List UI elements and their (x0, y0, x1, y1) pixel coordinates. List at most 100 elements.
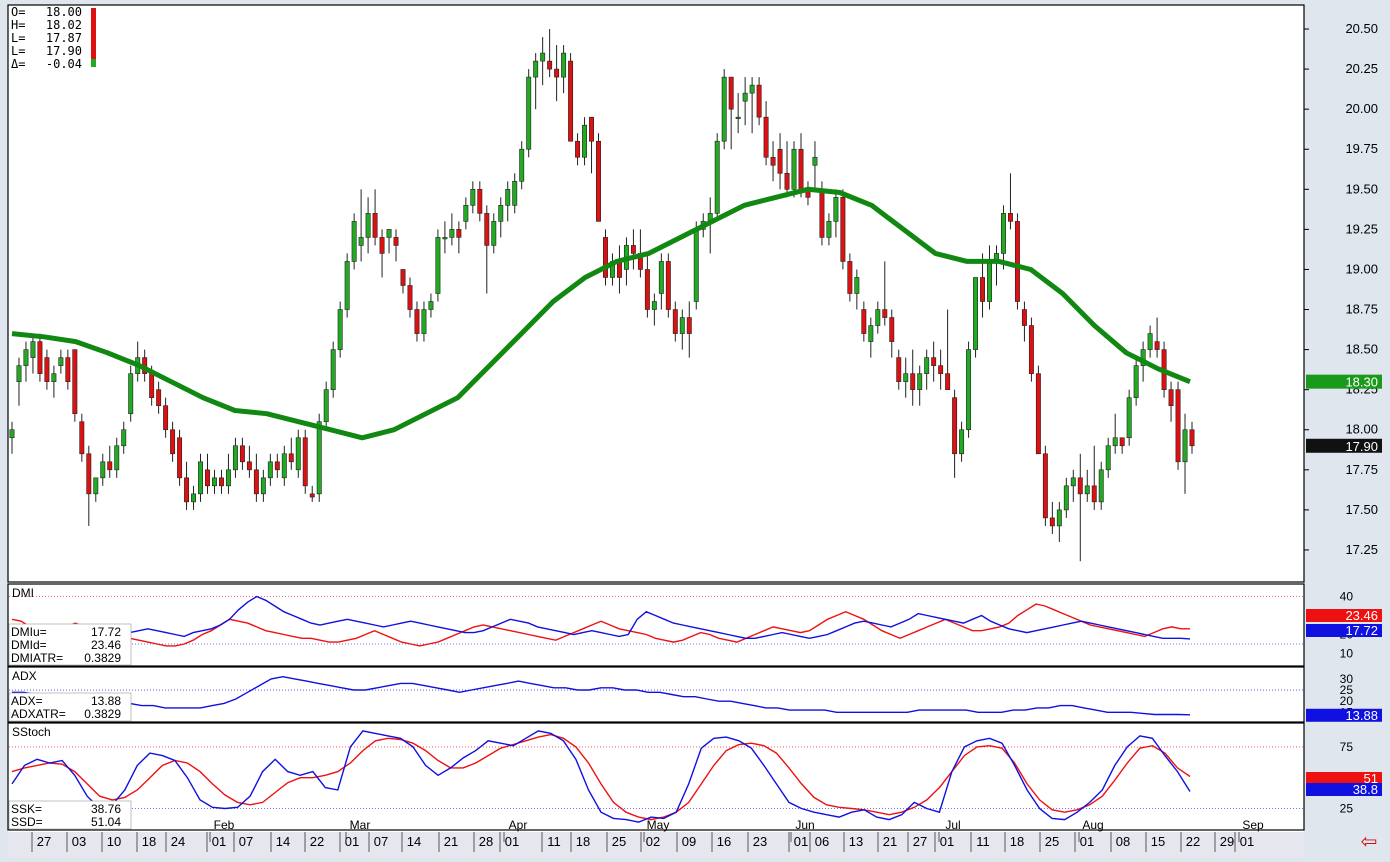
candle-body (868, 325, 874, 342)
candle-body (1042, 453, 1048, 519)
candle-body (966, 349, 972, 431)
indicator-value-badge-text: 23.46 (1345, 608, 1378, 623)
candle-body (658, 261, 664, 294)
candle-body (973, 277, 979, 350)
price-tick-label: 17.50 (1345, 502, 1378, 517)
candle-body (239, 445, 245, 463)
candle-body (554, 68, 560, 78)
candle-body (121, 429, 127, 447)
price-tick-label: 19.75 (1345, 141, 1378, 156)
candle-body (344, 261, 350, 310)
indicator-tick-label: 40 (1340, 590, 1354, 604)
x-month-label: Mar (350, 818, 371, 832)
x-day-label: 21 (444, 834, 458, 849)
candle-body (791, 148, 797, 190)
x-month-label: May (647, 818, 670, 832)
candle-body (938, 365, 944, 374)
x-day-label: 21 (883, 834, 897, 849)
candle-body (1014, 221, 1020, 302)
candle-body (798, 148, 804, 190)
candle-body (219, 477, 224, 487)
candle-body (1007, 213, 1013, 222)
candle-body (491, 221, 497, 246)
candle-body (833, 197, 839, 222)
candle-body (763, 116, 769, 158)
indicator-series-line (11, 730, 1191, 823)
price-tick-label: 20.25 (1345, 61, 1378, 76)
indicator-value-badge-text: 51 (1364, 771, 1378, 786)
candle-body (693, 229, 699, 302)
plot-area (8, 5, 1304, 832)
candle-body (1077, 477, 1083, 495)
price-tick-label: 20.00 (1345, 101, 1378, 116)
price-tick-label: 19.25 (1345, 221, 1378, 236)
indicator-readout-label: SSD= (11, 815, 43, 829)
ohlc-label: H= (11, 18, 25, 32)
ma-value-badge (1306, 374, 1382, 389)
candle-body (414, 309, 420, 334)
candle-body (952, 397, 958, 455)
candle-body (533, 60, 539, 78)
x-day-label: 18 (1010, 834, 1024, 849)
candle-body (44, 357, 50, 382)
candle-body (260, 477, 266, 495)
candle-body (1001, 213, 1006, 254)
candle-body (1189, 429, 1195, 447)
candle-body (616, 261, 622, 278)
indicator-tick-label: 25 (1340, 683, 1354, 697)
price-tick-label: 19.00 (1345, 261, 1378, 276)
candle-body (498, 205, 504, 222)
candle-body (1147, 333, 1153, 350)
indicator-name: ADX (12, 669, 37, 683)
last-price-badge (1306, 438, 1382, 453)
ohlc-label: L= (11, 31, 25, 45)
indicator-panel-frame (7, 583, 1305, 667)
indicator-value-badge-text: 13.88 (1345, 708, 1378, 723)
x-month-label: Jul (945, 818, 960, 832)
candle-body (16, 365, 22, 382)
candle-body (30, 341, 36, 358)
candle-body (191, 493, 197, 503)
candle-body (267, 461, 273, 479)
candle-body (1028, 325, 1034, 374)
candle-body (630, 245, 636, 254)
x-day-label: 03 (72, 834, 86, 849)
left-arrow-icon[interactable]: ⇦ (1360, 831, 1378, 853)
candle-body (330, 349, 336, 390)
candle-body (470, 189, 476, 206)
indicator-series-line (11, 603, 1190, 647)
candle-body (784, 172, 790, 190)
candle-body (170, 429, 176, 455)
candle-body (72, 349, 78, 415)
indicator-name: SStoch (12, 725, 51, 739)
indicator-tick-label: 75 (1340, 740, 1354, 754)
indicator-value-badge (1306, 609, 1382, 622)
x-day-label: 01 (505, 834, 519, 849)
x-day-label: 29 (1220, 834, 1234, 849)
indicator-panel-frame (7, 722, 1305, 831)
x-day-label: 14 (276, 834, 290, 849)
candle-body (128, 373, 134, 415)
x-month-label: Sep (1242, 818, 1264, 832)
candle-body (679, 317, 685, 334)
candle-body (1154, 341, 1160, 350)
ma-value-badge-text: 18.30 (1345, 375, 1378, 390)
candle-body (477, 189, 483, 214)
x-day-label: 01 (940, 834, 954, 849)
candle-body (100, 461, 106, 479)
candle-body (589, 116, 594, 142)
candle-body (351, 221, 357, 262)
price-tick-label: 18.75 (1345, 302, 1378, 317)
candle-body (756, 84, 762, 118)
x-day-label: 09 (682, 834, 696, 849)
candle-body (435, 237, 441, 294)
candle-body (505, 189, 511, 206)
candle-body (316, 421, 322, 495)
candle-body (1063, 485, 1069, 511)
candle-body (931, 357, 937, 366)
candle-body (889, 317, 895, 342)
x-day-label: 24 (171, 834, 185, 849)
ohlc-readout-box (9, 6, 99, 70)
candle-body (198, 461, 203, 495)
x-axis-band (8, 832, 1304, 858)
